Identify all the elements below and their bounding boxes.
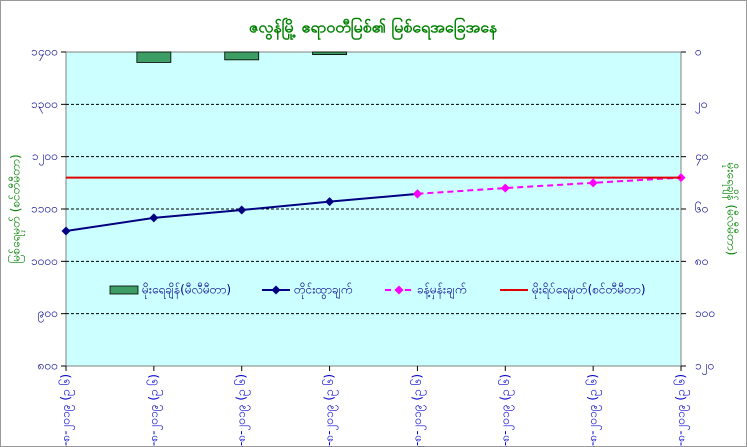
legend-label: တိုင်းထွာချက် xyxy=(294,282,352,300)
y2-axis-title: မိုးရေချိန် (မီလီမီတာ) xyxy=(722,163,740,256)
legend-label: မိုးရေချိန်(မီလီမီတာ) xyxy=(142,282,231,300)
x-tick-label: ၂၄-၈-၂၀၁၉ (ဥ ၆) xyxy=(321,374,339,447)
x-tick-label: ၂၇-၈-၂၀၁၉ (ဥ ၆) xyxy=(585,374,603,447)
legend-marker xyxy=(394,285,404,295)
x-tick-label: ၂၁-၈-၂၀၁၉ (ဥ ၆) xyxy=(58,374,76,447)
x-tick-label: ၂၈-၈-၂၀၁၉ (ဥ ၆) xyxy=(673,374,691,447)
point xyxy=(149,213,159,223)
y2-tick-label: ၈၀ xyxy=(695,254,709,268)
y-tick-label: ၁၂၀၀ xyxy=(32,149,58,166)
point xyxy=(588,178,598,188)
y-tick-label: ၁၄၀၀ xyxy=(31,45,58,62)
line xyxy=(417,176,682,195)
point xyxy=(325,197,335,207)
y-tick-label: ၉၀၀ xyxy=(38,306,58,323)
x-tick-label: ၂၆-၈-၂၀၁၉ (ဥ ၆) xyxy=(497,374,515,447)
y2-tick-label: ၁၂၀ xyxy=(695,359,714,376)
x-tick-label: ၂၂-၈-၂၀၁၉ (ဥ ၆) xyxy=(145,374,163,447)
legend-label: ခန့်မှန်းချက် xyxy=(417,282,466,300)
y2-tick-label: ၂၀ xyxy=(695,97,708,114)
y2-tick-label: ၆၀ xyxy=(695,201,709,216)
point xyxy=(61,226,71,236)
legend-marker xyxy=(271,285,281,295)
legend-swatch xyxy=(109,285,139,295)
legend-label: မိုးရိပ်ရေမှတ်(စင်တီမီတာ) xyxy=(532,282,646,300)
bar xyxy=(224,51,260,61)
y-tick-label: ၈၀၀ xyxy=(38,359,58,373)
bar xyxy=(312,51,347,56)
point xyxy=(237,205,247,215)
point xyxy=(412,189,422,199)
x-tick-label: ၂၃-၈-၂၀၁၉ (ဥ ၆) xyxy=(233,374,251,447)
y-axis-title: မြစ်ရေမှတ် (စင်တီမီတာ) xyxy=(7,154,26,263)
y-tick-label: ၁၁၀၀ xyxy=(31,202,58,216)
y2-tick-label: ၀ xyxy=(695,45,702,59)
bar xyxy=(136,51,172,63)
y-tick-label: ၁၃၀၀ xyxy=(31,97,58,114)
point xyxy=(500,183,510,193)
y-tick-label: ၁၀၀၀ xyxy=(31,254,58,268)
y2-tick-label: ၄၀ xyxy=(695,149,709,166)
y2-tick-label: ၁၀၀ xyxy=(695,306,715,320)
x-tick-label: ၂၅-၈-၂၀၁၉ (ဥ ၆) xyxy=(409,374,427,447)
